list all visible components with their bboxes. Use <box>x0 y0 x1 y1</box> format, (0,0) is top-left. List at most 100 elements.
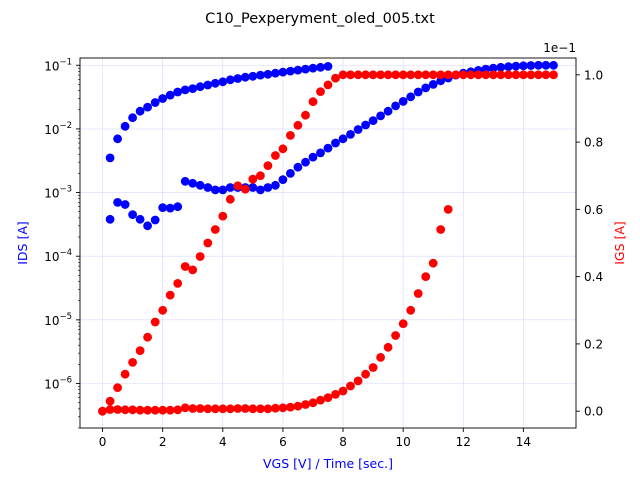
ids-point <box>188 84 198 93</box>
ids-point <box>541 60 551 70</box>
igs-point <box>158 305 168 315</box>
ids-point <box>195 180 205 190</box>
igs-point <box>353 376 363 386</box>
igs-point <box>421 272 431 281</box>
tick-exponent: −4 <box>59 248 72 258</box>
ids-point <box>504 62 513 72</box>
igs-point <box>331 73 340 83</box>
igs-point <box>233 404 243 413</box>
ids-point <box>488 63 498 73</box>
tick-exponent: −5 <box>59 312 72 322</box>
igs-point <box>481 70 491 80</box>
igs-point <box>105 405 115 414</box>
igs-point <box>271 151 280 160</box>
igs-point <box>240 404 250 413</box>
ids-point <box>308 63 318 73</box>
ids-point <box>406 92 416 102</box>
x-axis: 0 2 4 6 8 10 12 14 <box>99 428 531 449</box>
ids-point <box>331 138 340 148</box>
ids-point <box>293 162 303 172</box>
x-tick-label: 8 <box>339 435 347 449</box>
igs-point <box>165 405 175 415</box>
igs-point <box>98 406 107 416</box>
ids-point <box>368 116 378 125</box>
igs-point <box>143 332 153 342</box>
igs-point <box>271 403 280 413</box>
right-y-tick-label: 0.4 <box>584 270 603 284</box>
ids-point <box>256 70 265 80</box>
igs-point <box>428 258 438 268</box>
igs-point <box>128 405 138 415</box>
igs-point <box>436 70 446 80</box>
ids-point <box>413 87 423 97</box>
igs-point <box>436 225 446 234</box>
ids-point <box>150 98 160 107</box>
igs-point <box>308 97 318 107</box>
ids-point <box>203 183 213 192</box>
right-y-tick-label: 1.0 <box>584 68 603 82</box>
igs-point <box>353 70 363 80</box>
igs-point <box>210 404 220 414</box>
ids-point <box>526 61 536 70</box>
igs-point <box>150 317 160 327</box>
right-y-tick-label: 0.2 <box>584 337 603 351</box>
left-y-tick-label: 10−5 <box>44 312 72 328</box>
x-tick-label: 4 <box>219 435 227 449</box>
ids-point <box>316 62 325 72</box>
igs-point <box>143 405 153 415</box>
igs-point <box>278 403 288 413</box>
ids-point <box>316 148 325 158</box>
ids-point <box>158 94 168 103</box>
igs-point <box>391 70 400 80</box>
tick-exponent: −1 <box>59 57 72 67</box>
igs-point <box>346 381 355 391</box>
x-axis-label: VGS [V] / Time [sec.] <box>263 456 393 471</box>
ids-point <box>225 183 235 192</box>
ids-point <box>225 75 235 85</box>
tick-exponent: −2 <box>59 121 72 131</box>
ids-point <box>534 60 543 70</box>
igs-point <box>541 70 551 80</box>
x-tick-label: 10 <box>396 435 411 449</box>
igs-point <box>203 238 213 248</box>
ids-point <box>113 134 122 144</box>
right-y-tick-label: 0.8 <box>584 136 603 150</box>
ids-point <box>210 185 220 195</box>
ids-point <box>135 214 145 224</box>
ids-point <box>195 82 205 92</box>
igs-point <box>225 404 235 414</box>
igs-point <box>210 225 220 234</box>
igs-point <box>135 405 145 415</box>
igs-point <box>120 369 130 379</box>
ids-point <box>180 85 190 95</box>
ids-point <box>143 221 153 231</box>
igs-point <box>256 404 265 414</box>
igs-point <box>391 331 400 340</box>
ids-point <box>203 80 213 90</box>
igs-point <box>413 289 423 298</box>
igs-point <box>195 252 205 261</box>
left-y-tick-label: 10−2 <box>44 121 72 137</box>
ids-point <box>383 106 393 116</box>
ids-point <box>421 83 431 93</box>
igs-point <box>534 70 543 80</box>
x-tick-label: 14 <box>516 435 531 449</box>
igs-point <box>361 369 370 379</box>
igs-point <box>293 120 303 130</box>
igs-point <box>443 70 453 80</box>
ids-point <box>286 66 295 76</box>
igs-point <box>504 70 513 80</box>
ids-point <box>271 180 280 190</box>
x-tick-label: 12 <box>456 435 471 449</box>
igs-point <box>248 174 258 184</box>
igs-point <box>286 131 295 140</box>
right-y-tick-label: 0.6 <box>584 203 603 217</box>
ids-point <box>218 185 228 195</box>
igs-point <box>120 405 130 415</box>
tick-base: 10 <box>44 314 59 328</box>
ids-point <box>143 102 153 112</box>
igs-point <box>549 70 558 80</box>
ids-point <box>361 120 370 130</box>
x-tick-label: 0 <box>99 435 107 449</box>
igs-point <box>398 70 408 80</box>
